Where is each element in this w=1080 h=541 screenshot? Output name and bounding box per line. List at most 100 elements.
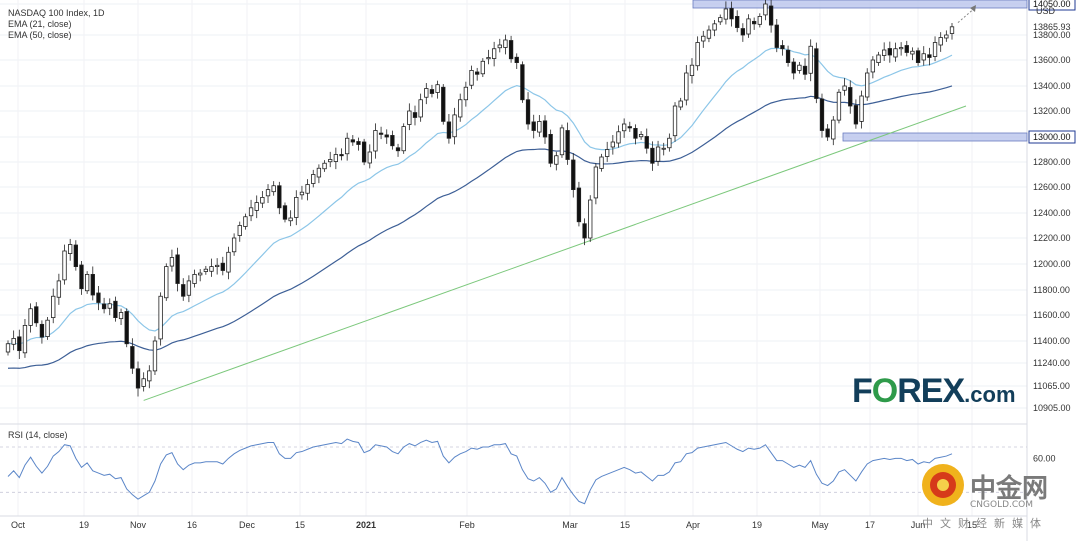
candle-body (797, 64, 802, 71)
candle (158, 292, 163, 346)
candle-body (752, 20, 757, 25)
candle-body (650, 147, 655, 164)
candle (254, 195, 259, 219)
candle-body (311, 174, 316, 184)
candle-body (514, 56, 519, 63)
candle (655, 140, 661, 166)
projection-arrowhead (970, 5, 976, 12)
candle (514, 53, 519, 69)
candle-body (627, 126, 632, 129)
candle (678, 97, 683, 111)
candle (226, 246, 231, 280)
candle (667, 133, 672, 152)
candle-body (718, 17, 723, 23)
candle (118, 308, 124, 326)
price-tick: 13600.00 (1033, 55, 1071, 65)
candle-body (542, 120, 548, 138)
candle-body (254, 202, 259, 211)
price-axis[interactable]: 10905.00 11065.00 11240.00 11400.00 11600.00… (1033, 30, 1071, 413)
price-tick: 11800.00 (1033, 285, 1070, 295)
candle-body (418, 99, 423, 118)
candle (554, 151, 559, 171)
candle (842, 78, 847, 96)
price-tick: 10905.00 (1033, 403, 1071, 413)
candle-body (610, 141, 615, 148)
candle-body (424, 88, 429, 98)
candle-body (836, 91, 842, 121)
candle (831, 116, 836, 146)
candle (395, 143, 401, 157)
candle-body (169, 257, 175, 267)
level-badge (1028, 130, 1076, 144)
candle-body (56, 280, 62, 298)
candle-body (45, 319, 50, 337)
candle-body (328, 159, 333, 163)
candle (915, 47, 921, 66)
candle-body (497, 44, 502, 49)
candle-body (378, 132, 384, 135)
candle (328, 151, 333, 168)
candle (73, 240, 78, 271)
candle-body (904, 45, 909, 53)
candle (407, 103, 412, 131)
candle (746, 14, 751, 38)
candle-body (469, 70, 474, 86)
ema-21-legend: EMA (21, close) (8, 19, 72, 29)
candle-body (22, 324, 28, 354)
time-tick: 15 (620, 520, 630, 530)
candle-body (305, 184, 310, 194)
candle (508, 35, 514, 63)
candle (424, 83, 429, 105)
candle-body (282, 205, 288, 220)
candle (814, 42, 819, 104)
candle-body (678, 100, 683, 108)
candle-body (68, 244, 73, 254)
candle-body (508, 40, 514, 60)
candle (56, 273, 62, 305)
candle-body (17, 336, 22, 352)
candle-body (859, 95, 864, 122)
time-tick: Nov (130, 520, 147, 530)
candle (79, 261, 84, 295)
candle-body (316, 167, 322, 178)
candle-body (475, 71, 480, 75)
candle-body (345, 137, 350, 155)
cngold-logo-icon (922, 464, 964, 506)
candle (288, 210, 293, 227)
candle-body (898, 47, 904, 50)
candle-body (452, 114, 457, 138)
candle-body (621, 123, 627, 132)
trend-line (143, 105, 967, 401)
candle-body (735, 15, 740, 28)
candle-body (853, 105, 859, 125)
grid (0, 0, 1028, 541)
time-axis[interactable]: Oct 19 Nov 16 Dec 15 2021 Feb Mar 15 Apr 19 May 17 Jun… (11, 520, 977, 530)
candle (34, 302, 39, 327)
candle-body (79, 264, 84, 290)
candle (62, 244, 67, 285)
candle (542, 115, 548, 144)
candle-body (893, 48, 898, 58)
candle (198, 269, 203, 282)
candle-body (226, 251, 231, 273)
candle (294, 190, 299, 226)
candle-body (825, 128, 830, 138)
candle-body (113, 300, 118, 319)
candle-body (441, 86, 446, 122)
candle-body (915, 50, 921, 63)
candle (237, 221, 242, 242)
rsi-tick: 60.00 (1033, 453, 1056, 463)
candle (904, 40, 909, 57)
candle-body (689, 64, 695, 76)
candle-body (695, 42, 700, 67)
candle (152, 336, 158, 375)
candle-body (870, 59, 876, 73)
candle-body (554, 155, 559, 165)
candle (876, 51, 881, 66)
time-tick: Mar (562, 520, 578, 530)
price-tick: 11400.00 (1033, 336, 1070, 346)
candle (780, 40, 785, 56)
candle (893, 42, 898, 62)
watermark-en: CNGOLD.COM (970, 500, 1034, 510)
candle-body (34, 306, 39, 324)
